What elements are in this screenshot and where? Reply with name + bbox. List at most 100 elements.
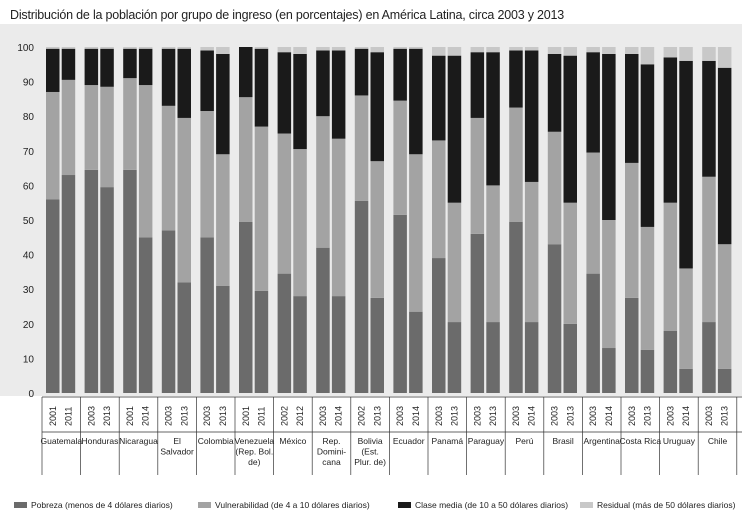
bar-segment (470, 52, 485, 118)
bar-segment (293, 296, 307, 393)
bar-segment (161, 230, 176, 393)
bar-segment (409, 48, 423, 155)
bar-segment (393, 100, 407, 215)
y-tick-label: 40 (23, 251, 35, 262)
bar-segment (354, 200, 369, 393)
legend-item: Vulnerabilidad (de 4 a 10 dólares diario… (198, 500, 370, 510)
country-label: Nicaragua (119, 436, 158, 446)
year-tick-label: 2003 (202, 406, 212, 426)
bar-segment (316, 247, 330, 393)
year-tick-label: 2014 (604, 406, 614, 426)
bar-segment (663, 47, 678, 58)
y-tick-label: 100 (17, 43, 34, 54)
bar-segment (679, 60, 693, 269)
year-tick-label: 2001 (48, 406, 58, 426)
bar-segment (702, 176, 716, 323)
year-tick-label: 2013 (720, 406, 730, 426)
legend-label: Clase media (de 10 a 50 dólares diarios) (415, 500, 569, 510)
bar-segment (486, 52, 500, 186)
country-label: Perú (516, 436, 534, 446)
bar-segment (679, 368, 693, 393)
country-label: México (279, 436, 306, 446)
bar-segment (393, 47, 407, 49)
country-label: Domini- (317, 447, 346, 457)
legend-label: Pobreza (menos de 4 dólares diarios) (31, 500, 173, 510)
country-label: Argentina (584, 436, 621, 446)
year-tick-label: 2013 (565, 406, 575, 426)
bar-segment (200, 111, 214, 238)
year-tick-label: 2003 (550, 406, 560, 426)
year-tick-label: 2003 (627, 406, 637, 426)
bar-segment (717, 67, 732, 245)
bar-segment (509, 50, 523, 108)
bar-segment (486, 322, 500, 393)
year-tick-label: 2014 (681, 406, 691, 426)
bar-segment (46, 47, 60, 49)
bar-segment (586, 47, 600, 53)
bar-segment (524, 181, 539, 323)
country-label: de) (248, 457, 260, 467)
bar-segment (254, 47, 269, 49)
year-tick-label: 2014 (334, 406, 344, 426)
bar-segment (46, 199, 60, 393)
bar-segment (679, 47, 693, 61)
country-label: El (173, 436, 181, 446)
year-tick-label: 2003 (704, 406, 714, 426)
country-label: Bolivia (358, 436, 383, 446)
country-label: Chile (708, 436, 728, 446)
bar-segment (239, 47, 253, 98)
bar-segment (509, 107, 523, 222)
y-tick-label: 10 (23, 354, 35, 365)
bar-segment (84, 169, 99, 393)
bar-segment (370, 52, 384, 162)
country-label: Uruguay (663, 436, 696, 446)
year-tick-label: 2003 (434, 406, 444, 426)
year-tick-label: 2003 (318, 406, 328, 426)
bar-segment (640, 226, 655, 350)
chart-title: Distribución de la población por grupo d… (10, 8, 565, 22)
y-tick-label: 30 (23, 285, 35, 296)
bar-segment (640, 47, 655, 65)
legend-swatch (14, 502, 27, 508)
legend-swatch (580, 502, 593, 508)
bar-segment (509, 221, 523, 393)
bar-segment (625, 162, 639, 298)
bar-segment (216, 154, 230, 286)
bar-segment (177, 47, 191, 49)
bar-segment (61, 175, 76, 393)
bar-segment (563, 202, 577, 324)
bar-segment (509, 47, 523, 51)
year-tick-label: 2001 (125, 406, 135, 426)
bar-segment (161, 105, 176, 231)
year-tick-label: 2013 (642, 406, 652, 426)
bar-segment (100, 187, 114, 393)
country-label: Panamá (431, 436, 463, 446)
year-tick-label: 2003 (511, 406, 521, 426)
bar-segment (602, 53, 616, 220)
bar-segment (547, 131, 562, 245)
y-tick-label: 80 (23, 112, 35, 123)
bar-segment (277, 47, 292, 53)
bar-segment (702, 60, 716, 177)
country-label: Paraguay (468, 436, 505, 446)
year-tick-label: 2014 (141, 406, 151, 426)
year-tick-label: 2013 (218, 406, 228, 426)
bar-segment (432, 140, 446, 259)
legend-item: Clase media (de 10 a 50 dólares diarios) (398, 500, 568, 510)
year-tick-label: 2014 (527, 406, 537, 426)
bar-segment (216, 53, 230, 155)
country-label: Costa Rica (620, 436, 662, 446)
bar-segment (663, 202, 678, 331)
bar-segment (161, 48, 176, 106)
bar-segment (524, 47, 539, 51)
bar-segment (563, 55, 577, 203)
bar-segment (447, 47, 462, 56)
bar-segment (486, 47, 500, 53)
bar-segment (602, 348, 616, 393)
bar-segment (123, 48, 137, 79)
bar-segment (409, 311, 423, 393)
year-tick-label: 2012 (295, 406, 305, 426)
bar-segment (200, 237, 214, 393)
bar-segment (216, 47, 230, 54)
